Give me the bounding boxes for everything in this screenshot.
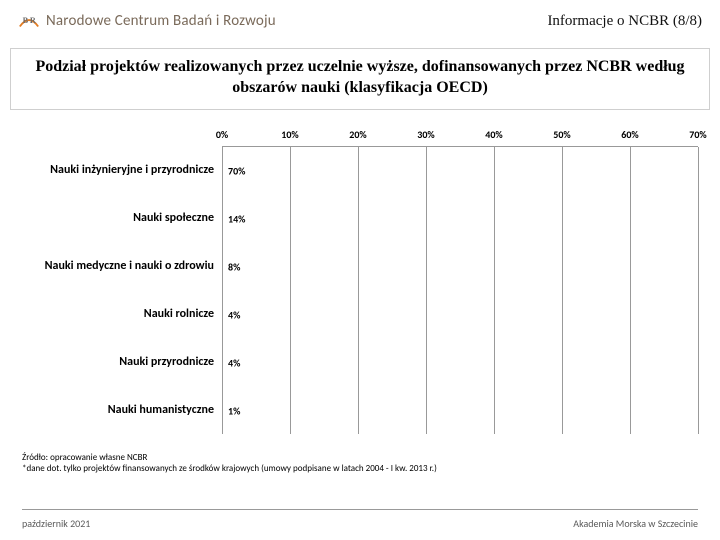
bar-value-label: 14% — [228, 212, 245, 225]
source-line-1: Źródło: opracowanie własne NCBR — [22, 452, 698, 464]
bar-value-label: 4% — [228, 308, 240, 321]
x-tick-label: 50% — [553, 128, 570, 141]
grid-line — [698, 147, 699, 434]
grid-line — [290, 147, 291, 434]
grid-line — [426, 147, 427, 434]
page-title: Podział projektów realizowanych przez uc… — [10, 48, 710, 110]
logo-icon: B R — [18, 10, 40, 32]
category-label: Nauki inżynieryjne i przyrodnicze — [22, 146, 222, 194]
category-label: Nauki społeczne — [22, 194, 222, 242]
grid-line — [358, 147, 359, 434]
x-tick-label: 30% — [417, 128, 434, 141]
x-tick-label: 70% — [689, 128, 706, 141]
svg-text:R: R — [30, 16, 37, 25]
header-right-text: Informacje o NCBR (8/8) — [547, 13, 702, 30]
x-tick-label: 10% — [281, 128, 298, 141]
bar-value-label: 4% — [228, 356, 240, 369]
bars-area: 70% 14% 8% 4% 4% 1% — [222, 146, 698, 434]
grid-line — [494, 147, 495, 434]
category-axis: Nauki inżynieryjne i przyrodniczeNauki s… — [22, 128, 222, 434]
bar-value-label: 1% — [228, 404, 240, 417]
category-label: Nauki przyrodnicze — [22, 338, 222, 386]
x-tick-label: 0% — [216, 128, 228, 141]
logo-block: B R Narodowe Centrum Badań i Rozwoju — [18, 10, 276, 32]
category-label: Nauki humanistyczne — [22, 386, 222, 434]
bar-value-label: 8% — [228, 260, 240, 273]
footer-right: Akademia Morska w Szczecinie — [573, 517, 698, 530]
chart: Nauki inżynieryjne i przyrodniczeNauki s… — [22, 128, 698, 434]
bar-value-label: 70% — [228, 164, 245, 177]
category-label: Nauki rolnicze — [22, 290, 222, 338]
x-tick-label: 60% — [621, 128, 638, 141]
grid-line — [222, 147, 223, 434]
source-note: Źródło: opracowanie własne NCBR *dane do… — [22, 452, 698, 475]
grid-line — [562, 147, 563, 434]
category-label: Nauki medyczne i nauki o zdrowiu — [22, 242, 222, 290]
header: B R Narodowe Centrum Badań i Rozwoju Inf… — [0, 0, 720, 40]
x-axis-ticks: 0%10%20%30%40%50%60%70% — [222, 128, 698, 146]
footer-divider — [22, 509, 698, 510]
org-name: Narodowe Centrum Badań i Rozwoju — [46, 12, 276, 30]
x-tick-label: 20% — [349, 128, 366, 141]
x-tick-label: 40% — [485, 128, 502, 141]
plot-area: 0%10%20%30%40%50%60%70% 70%14%8%4%4%1% — [222, 128, 698, 434]
footer-left: październik 2021 — [22, 517, 90, 530]
grid-line — [630, 147, 631, 434]
svg-text:B: B — [23, 16, 29, 25]
footer: październik 2021 Akademia Morska w Szcze… — [22, 517, 698, 530]
source-line-2: *dane dot. tylko projektów finansowanych… — [22, 463, 698, 475]
